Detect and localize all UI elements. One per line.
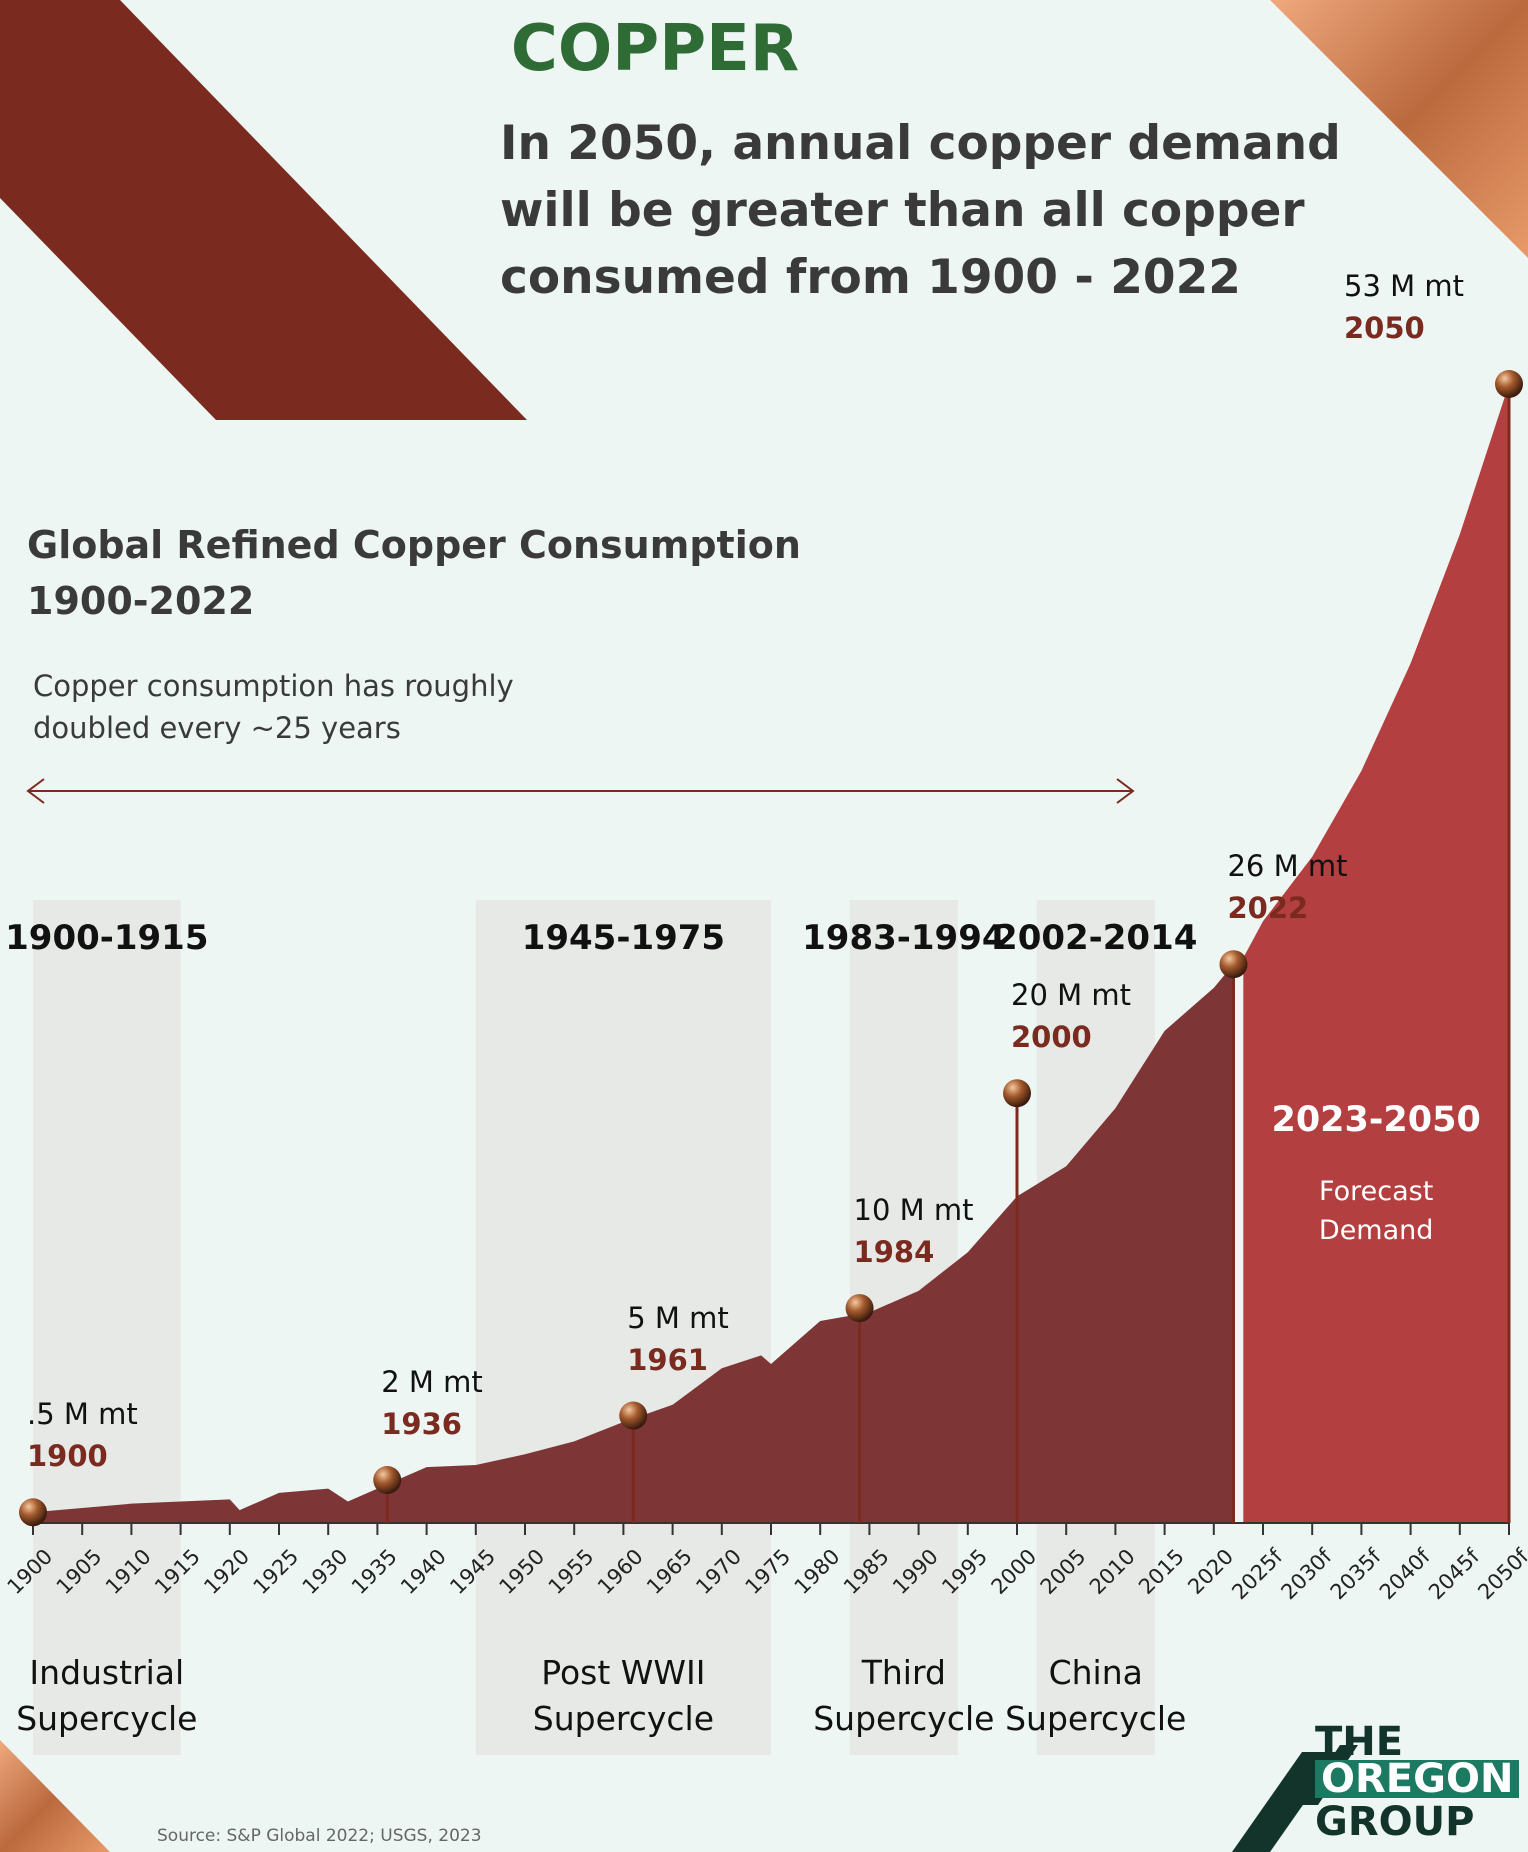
pin-head [1495, 370, 1523, 398]
logo-mark [1232, 1752, 1340, 1852]
decor-wire [0, 1740, 110, 1852]
x-tick-label: 2050f [1473, 1544, 1528, 1604]
year-label: 2022 [1227, 891, 1309, 926]
pin-head [373, 1466, 402, 1495]
area [33, 964, 1234, 1523]
value-label: 5 M mt [627, 1300, 729, 1335]
pin-head [1219, 950, 1248, 979]
value-label: 53 M mt [1344, 269, 1464, 303]
period-label: 1900-1915 [5, 918, 209, 958]
x-tick-label: 2030f [1276, 1544, 1336, 1604]
headline: In 2050, annual copper demand will be gr… [500, 116, 1341, 305]
x-tick-label: 2040f [1375, 1544, 1435, 1604]
logo-text: GROUP [1315, 1799, 1475, 1845]
x-tick-label: 1930 [298, 1544, 353, 1599]
page-title: COPPER [510, 12, 800, 86]
period-name: Post WWII Supercycle [532, 1653, 715, 1738]
note: Copper consumption has roughly doubled e… [33, 669, 514, 745]
decor-wire [1270, 0, 1528, 258]
pin-head [845, 1294, 874, 1323]
value-label: 26 M mt [1227, 849, 1348, 884]
year-label: 1900 [27, 1439, 108, 1474]
logo-text: OREGON [1315, 1759, 1520, 1799]
x-tick-label: 1980 [790, 1544, 845, 1599]
logo-text: THE [1315, 1719, 1404, 1765]
year-label: 1961 [627, 1342, 708, 1377]
x-tick-label: 2000 [987, 1544, 1042, 1599]
period-band [33, 900, 181, 1755]
pin-head [1003, 1079, 1031, 1108]
value-label: 20 M mt [1011, 978, 1131, 1013]
pin-head [619, 1401, 648, 1430]
decor-band [0, 0, 527, 420]
area [1243, 384, 1509, 1523]
year-label: 1984 [853, 1235, 935, 1270]
arrow-head [1116, 778, 1135, 804]
x-tick-label: 1940 [396, 1544, 451, 1599]
value-label: .5 M mt [27, 1397, 138, 1432]
forecast-label: Forecast Demand [1318, 1176, 1434, 1246]
period-band [475, 900, 771, 1755]
chart-subtitle: 1900-2022 [27, 579, 255, 623]
period-name: China Supercycle [1005, 1653, 1187, 1738]
period-name: Third Supercycle [813, 1653, 995, 1738]
x-tick-label: 2045f [1424, 1544, 1484, 1604]
year-label: 2050 [1344, 311, 1425, 345]
period-name: Industrial Supercycle [16, 1653, 198, 1738]
arrow-head [26, 778, 45, 804]
pin-head [19, 1498, 47, 1527]
x-tick-label: 2025f [1227, 1544, 1287, 1604]
year-label: 2000 [1011, 1020, 1092, 1055]
value-label: 10 M mt [853, 1193, 974, 1228]
forecast-period: 2023-2050 [1271, 1100, 1481, 1140]
year-label: 1936 [381, 1407, 462, 1442]
value-label: 2 M mt [381, 1365, 483, 1400]
x-tick-label: 1935 [347, 1544, 402, 1599]
period-label: 1945-1975 [521, 918, 726, 958]
period-label: 2002-2014 [994, 918, 1198, 958]
x-tick-label: 1925 [249, 1544, 304, 1599]
x-tick-label: 2035f [1326, 1544, 1386, 1604]
period-label: 1983-1994 [802, 918, 1006, 958]
chart-title: Global Refined Copper Consumption [27, 523, 801, 567]
source: Source: S&P Global 2022; USGS, 2023 [157, 1826, 482, 1846]
x-tick-label: 1920 [199, 1544, 254, 1599]
